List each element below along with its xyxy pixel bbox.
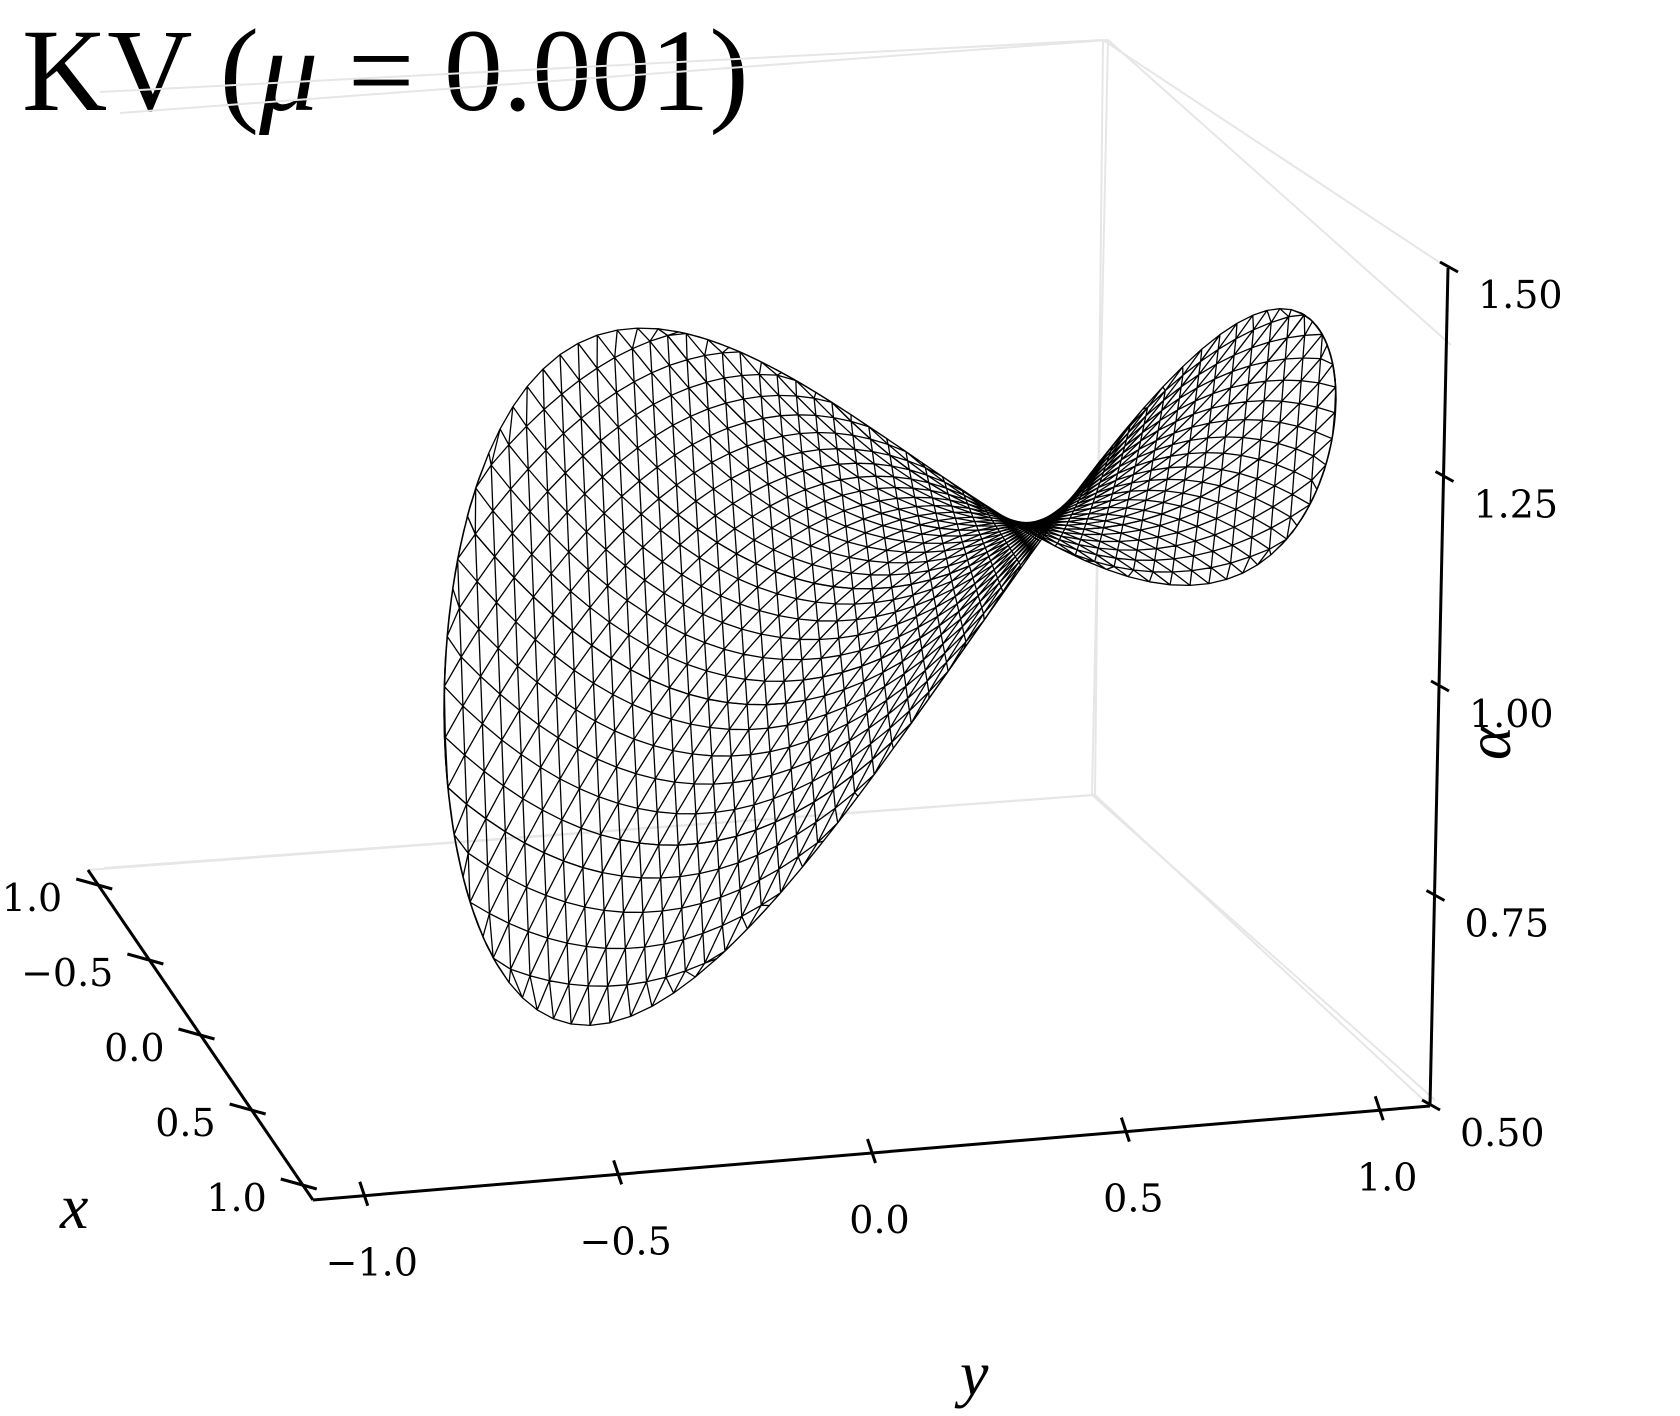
x-tick	[75, 877, 113, 891]
y-axis-label: y	[954, 1338, 989, 1409]
x-tick-label: 0.0	[104, 1026, 164, 1070]
y-tick-label: 0.5	[1103, 1177, 1163, 1221]
pane-edge	[119, 39, 1109, 114]
pane-edge	[1094, 794, 1431, 1107]
x-tick	[126, 952, 164, 966]
y-tick	[1119, 1117, 1131, 1143]
x-tick	[178, 1027, 215, 1041]
x-tick-label: −1.0	[0, 876, 62, 920]
z-tick	[1434, 470, 1455, 483]
axis-ticks: −1.0 −0.5 0.0 0.5 1.0 −1.0 −0.5 0.0 0.5 1.0 0.50 0.…	[0, 260, 1563, 1285]
pane-gridlines	[87, 39, 1452, 1107]
y-tick-label: 1.0	[1357, 1155, 1417, 1199]
surface-mesh	[443, 308, 1337, 1027]
z-tick-label: 1.00	[1469, 692, 1554, 736]
z-tick-label: 1.25	[1474, 483, 1559, 527]
z-tick-label: 0.50	[1460, 1111, 1545, 1155]
pane-edge	[1102, 39, 1449, 269]
x-tick-label: −0.5	[21, 951, 113, 995]
z-tick	[1421, 1098, 1441, 1112]
z-tick-label: 0.75	[1465, 902, 1550, 946]
surface-triangles	[443, 615, 988, 1027]
pane-edge	[1107, 39, 1452, 346]
z-tick-label: 1.50	[1478, 273, 1563, 317]
x-tick	[229, 1102, 267, 1116]
z-axis-label: α	[1453, 725, 1524, 760]
y-tick	[866, 1138, 877, 1164]
x-tick	[280, 1177, 318, 1191]
x-tick-label: 0.5	[155, 1101, 215, 1145]
y-tick	[358, 1181, 370, 1207]
chart-title: KV (μ = 0.001)	[22, 5, 749, 136]
y-tick	[612, 1159, 624, 1185]
x-tick-label: 1.0	[206, 1176, 266, 1220]
pane-edge	[99, 39, 1104, 93]
y-tick-label: −0.5	[579, 1219, 671, 1263]
z-tick	[1425, 889, 1446, 902]
y-tick-label: 0.0	[849, 1198, 909, 1242]
z-tick	[1430, 679, 1450, 693]
y-tick-label: −1.0	[326, 1241, 418, 1285]
y-tick	[1373, 1095, 1385, 1121]
z-tick	[1439, 260, 1459, 274]
pane-edge	[87, 794, 1096, 871]
x-axis-label: x	[59, 1171, 88, 1242]
surface-triangles	[542, 308, 1305, 590]
pane-edge	[1094, 39, 1104, 796]
